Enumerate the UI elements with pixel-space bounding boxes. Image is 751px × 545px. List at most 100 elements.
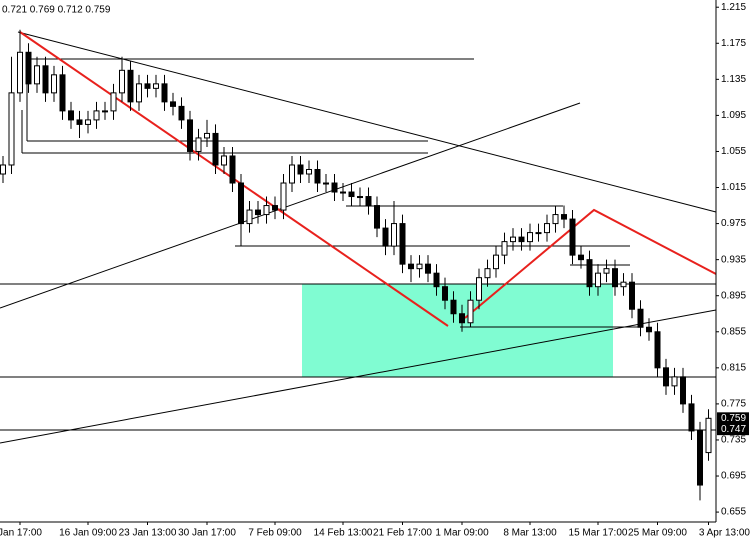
candle-body bbox=[442, 286, 448, 301]
candle-body bbox=[416, 263, 423, 270]
candle-body bbox=[518, 236, 525, 243]
candle-body bbox=[238, 182, 244, 225]
candle-body bbox=[535, 232, 542, 235]
x-tick-label: 21 Feb 17:00 bbox=[373, 528, 432, 539]
candle-body bbox=[93, 110, 100, 121]
y-tick-label: 0.815 bbox=[721, 362, 746, 373]
zigzag-line bbox=[464, 208, 717, 319]
candle-body bbox=[374, 205, 380, 229]
candle-body bbox=[340, 191, 346, 194]
candle-body bbox=[34, 65, 40, 85]
candle-body bbox=[510, 236, 516, 243]
candle-body bbox=[229, 155, 236, 184]
candle-body bbox=[595, 272, 601, 288]
y-tick-label: 1.175 bbox=[721, 38, 746, 49]
candle-body bbox=[493, 254, 499, 270]
x-tick-label: 25 Mar 09:00 bbox=[628, 528, 687, 539]
candle-body bbox=[501, 241, 508, 256]
candle-body bbox=[51, 74, 57, 94]
candle-body bbox=[323, 182, 329, 185]
candle-body bbox=[476, 277, 482, 301]
candle-body bbox=[552, 214, 559, 225]
candle-body bbox=[688, 403, 695, 432]
x-tick-label: 16 Jan 09:00 bbox=[59, 528, 117, 539]
candle-body bbox=[586, 259, 593, 288]
candle-body bbox=[212, 132, 219, 166]
candle-body bbox=[136, 83, 142, 103]
y-tick-label: 1.095 bbox=[721, 110, 746, 121]
candle-body bbox=[459, 313, 465, 324]
candle-body bbox=[331, 182, 338, 193]
candle-body bbox=[85, 119, 91, 125]
candle-body bbox=[0, 164, 6, 175]
candle-body bbox=[561, 214, 567, 220]
candle-body bbox=[8, 92, 15, 166]
y-tick-label: 1.215 bbox=[721, 2, 746, 13]
candle-body bbox=[450, 299, 457, 315]
candle-body bbox=[246, 209, 253, 225]
candle-body bbox=[17, 51, 23, 94]
candle-body bbox=[221, 155, 227, 166]
candle-body bbox=[527, 232, 533, 243]
price-marker bbox=[717, 423, 749, 436]
candle-body bbox=[620, 281, 627, 288]
x-tick-label: 1 Mar 09:00 bbox=[435, 528, 489, 539]
y-tick-label: 1.015 bbox=[721, 182, 746, 193]
candle-body bbox=[348, 191, 355, 198]
candle-body bbox=[102, 110, 108, 113]
candle-body bbox=[161, 83, 168, 103]
candle-body bbox=[153, 83, 159, 89]
x-tick-label: 7 Feb 09:00 bbox=[248, 528, 302, 539]
candle-body bbox=[663, 367, 669, 387]
candle-body bbox=[280, 182, 287, 211]
candle-body bbox=[433, 272, 440, 288]
y-tick-label: 0.935 bbox=[721, 254, 746, 265]
candle-body bbox=[59, 74, 66, 112]
x-tick-label: 14 Feb 13:00 bbox=[314, 528, 373, 539]
price-marker-label: 0.759 bbox=[721, 413, 746, 424]
candle-body bbox=[680, 376, 686, 405]
candle-body bbox=[170, 101, 176, 107]
candle-body bbox=[654, 331, 661, 369]
candle-body bbox=[297, 164, 304, 175]
candle-body bbox=[408, 263, 414, 270]
candle-body bbox=[569, 218, 576, 256]
candle-body bbox=[705, 417, 712, 454]
candle-body bbox=[195, 137, 202, 152]
candle-body bbox=[263, 205, 270, 216]
candle-body bbox=[467, 299, 474, 324]
ohlc-header: 0.721 0.769 0.712 0.759 bbox=[2, 5, 111, 16]
candle-body bbox=[289, 164, 295, 184]
x-tick-label: 30 Jan 17:00 bbox=[178, 528, 236, 539]
candle-body bbox=[314, 168, 321, 184]
candle-body bbox=[272, 205, 278, 211]
candle-body bbox=[365, 196, 372, 207]
candle-body bbox=[110, 92, 117, 112]
candle-body bbox=[144, 83, 151, 89]
y-tick-label: 0.735 bbox=[721, 435, 746, 446]
candle-body bbox=[357, 196, 363, 199]
candle-body bbox=[391, 223, 397, 247]
x-tick-label: 15 Mar 17:00 bbox=[569, 528, 628, 539]
x-tick-label: Jan 17:00 bbox=[0, 528, 42, 539]
candle-body bbox=[612, 268, 618, 288]
candle-body bbox=[637, 308, 644, 328]
price-marker-label: 0.747 bbox=[721, 424, 746, 435]
x-tick-label: 3 Apr 13:00 bbox=[699, 528, 751, 539]
y-tick-label: 0.895 bbox=[721, 290, 746, 301]
x-tick-label: 8 Mar 13:00 bbox=[503, 528, 557, 539]
y-tick-label: 0.975 bbox=[721, 218, 746, 229]
trend-line bbox=[0, 309, 717, 444]
y-tick-label: 0.695 bbox=[721, 471, 746, 482]
candle-body bbox=[544, 223, 550, 234]
candle-body bbox=[255, 209, 261, 216]
y-tick-label: 0.775 bbox=[721, 399, 746, 410]
candle-body bbox=[178, 105, 185, 121]
trend-line bbox=[0, 102, 581, 309]
candle-body bbox=[425, 263, 431, 274]
candle-body bbox=[119, 69, 125, 94]
x-tick-label: 23 Jan 13:00 bbox=[119, 528, 177, 539]
